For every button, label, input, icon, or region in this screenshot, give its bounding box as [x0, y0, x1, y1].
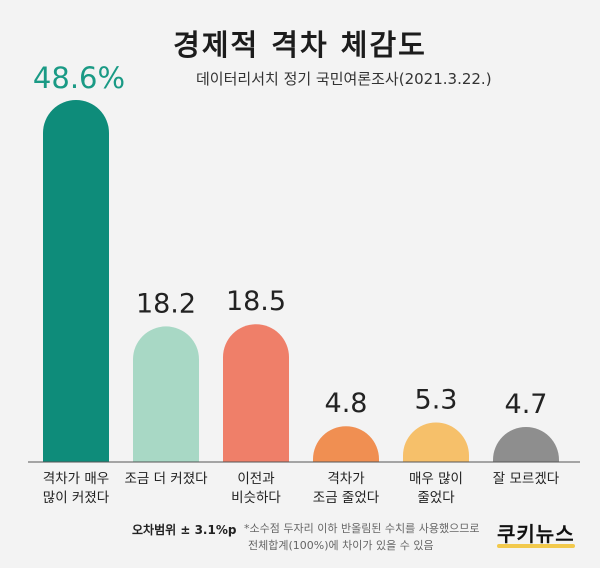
bar-value-label-6: 4.7 — [505, 389, 548, 420]
bar-4 — [313, 426, 379, 462]
bar-value-label-4: 4.8 — [325, 388, 368, 419]
chart-title: 경제적 격차 체감도 — [173, 28, 427, 62]
bar-1 — [43, 100, 109, 462]
chart-subtitle: 데이터리서치 정기 국민여론조사(2021.3.22.) — [196, 70, 492, 88]
category-label-4: 격차가 조금 줄었다 — [313, 471, 380, 506]
category-label-3: 이전과 비슷하다 — [231, 471, 281, 506]
footnote-line-1: *소수점 두자리 이하 반올림된 수치를 사용했으므로 — [244, 522, 480, 535]
bar-5 — [403, 422, 469, 462]
brand-logo: 쿠키뉴스 — [497, 522, 575, 546]
bar-3 — [223, 324, 289, 462]
category-label-2: 조금 더 커졌다 — [124, 471, 208, 487]
bar-2 — [133, 326, 199, 462]
category-label-5: 매우 많이 줄었다 — [409, 471, 463, 506]
footnote: *소수점 두자리 이하 반올림된 수치를 사용했으므로 전체합계(100%)에 … — [244, 520, 480, 554]
bar-value-label-5: 5.3 — [415, 385, 458, 416]
margin-of-error: 오차범위 ± 3.1%p — [132, 523, 237, 537]
bar-6 — [493, 426, 559, 462]
footnote-line-2: 전체합계(100%)에 차이가 있을 수 있음 — [248, 539, 434, 552]
bar-value-label-3: 18.5 — [226, 286, 286, 317]
bar-value-label-2: 18.2 — [136, 288, 196, 319]
bar-value-label-1: 48.6% — [33, 61, 125, 95]
brand-logo-underline — [497, 544, 575, 548]
category-label-1: 격차가 매우 많이 커졌다 — [43, 471, 110, 506]
category-label-6: 잘 모르겠다 — [493, 471, 560, 487]
